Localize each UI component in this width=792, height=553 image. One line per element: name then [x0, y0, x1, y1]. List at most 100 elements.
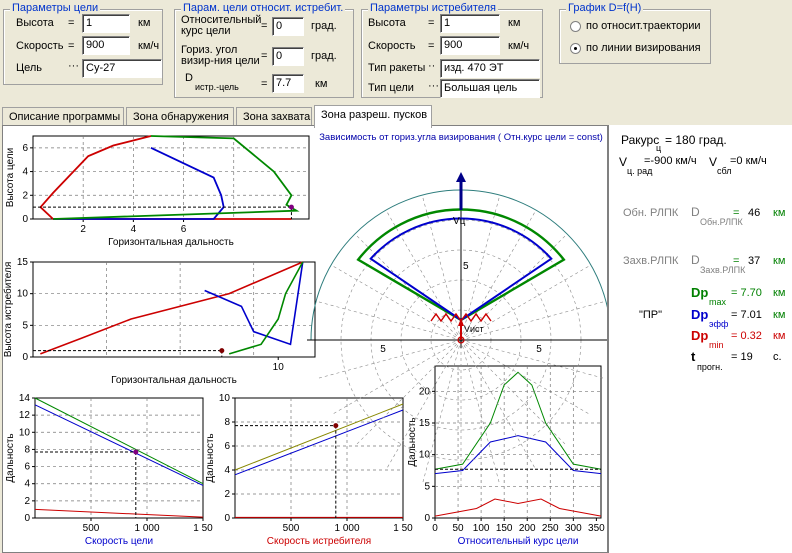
polar-radial-30 — [460, 264, 592, 341]
tab-capture-zone[interactable]: Зона захвата — [236, 107, 312, 127]
target-speed-unit: км/ч — [138, 40, 160, 52]
dist-unit: км — [315, 78, 328, 90]
y-tick-label-4: 20 — [419, 386, 431, 397]
dist-input[interactable]: 7.7 — [272, 74, 304, 93]
tab-launch-zone[interactable]: Зона разреш. пусков — [314, 105, 432, 128]
target-select-input[interactable]: Су-27 — [82, 59, 162, 78]
series-line-2 — [228, 261, 304, 355]
y-tick-label-3: 6 — [24, 462, 30, 473]
rakurs-value: = 180 град. — [665, 133, 727, 147]
v-closing-sub: сбл — [717, 166, 732, 176]
t-unit: с. — [773, 351, 782, 363]
y-axis-label: Высота истребителя — [3, 262, 14, 358]
y-axis-label: Дальность — [407, 417, 418, 466]
plot-frame — [32, 261, 316, 358]
zahv-sub: Захв.РЛПК — [700, 265, 746, 275]
y-tick-label-2: 4 — [22, 167, 28, 178]
polar-origin — [457, 336, 465, 344]
target-params-title: Параметры цели — [10, 2, 101, 14]
relative-params-title: Парам. цели относит. истребит. — [181, 2, 346, 14]
x-tick-label-1: 4 — [131, 224, 137, 235]
chart-fighter-altitude: 10 0 5 10 15 Горизонтальная дальность Высота и… — [3, 257, 316, 386]
polar-radial-255 — [421, 339, 462, 485]
dpeff-label: Dp — [691, 307, 709, 322]
y-tick-label-0: 0 — [224, 513, 230, 524]
graph-mode-group: График D=f(H) по относит.траектории по л… — [559, 2, 711, 64]
y-tick-label-3: 6 — [224, 441, 230, 452]
series-line-1 — [34, 404, 204, 486]
course-input[interactable]: 0 — [272, 17, 304, 36]
dpmax-value: = 7.70 — [731, 287, 762, 299]
fighter-speed-input[interactable]: 900 — [440, 36, 500, 55]
angle-label-1: Гориз. угол — [181, 44, 238, 56]
y-tick-label-1: 5 — [424, 481, 430, 492]
series-line-0 — [434, 371, 602, 470]
chart-polar: Зависимость от гориз.угла визирования ( … — [307, 132, 607, 490]
x-axis-label: Горизонтальная дальность — [111, 375, 237, 386]
x-tick-label-1: 50 — [452, 523, 464, 534]
chart-target-altitude: 2 4 6 0 2 4 6 Горизонтальная дальность Высота це… — [5, 135, 310, 248]
y-tick-label-3: 6 — [22, 143, 28, 154]
chart-fighter-speed: 500 1 000 1 50 0 2 4 6 8 10 Скорость истребителя Д… — [205, 393, 413, 547]
current-point-marker — [133, 449, 139, 455]
target-speed-input[interactable]: 900 — [82, 36, 130, 55]
radio-line-of-sight-label[interactable]: по линии визирования — [586, 42, 701, 54]
dpmin-unit: км — [773, 330, 786, 342]
radio-relative-trajectory[interactable] — [570, 21, 581, 32]
chart-relative-course: 0 50 100 150 200 250 300 350 0 5 10 15 20 Относительн… — [407, 365, 605, 547]
y-tick-label-1: 5 — [22, 320, 28, 331]
y-axis-label: Дальность — [205, 433, 216, 482]
polar-radial-15 — [460, 300, 606, 341]
dpmax-sub: max — [709, 297, 727, 307]
relative-params-group: Парам. цели относит. истребит. Относител… — [174, 2, 354, 98]
target-type-label: Цель — [16, 62, 43, 74]
series-line-2 — [434, 498, 602, 517]
graph-mode-title: График D=f(H) — [566, 2, 644, 14]
obn-value: 46 — [748, 207, 761, 219]
v-target-sub: ц. рад — [627, 166, 653, 176]
dpmin-sub: min — [709, 340, 724, 350]
y-tick-label-2: 10 — [419, 450, 431, 461]
x-tick-label-7: 350 — [588, 523, 605, 534]
plot-area: 2 4 6 0 2 4 6 Горизонтальная дальность Высота це… — [2, 125, 608, 553]
dpmin-value: = 0.32 — [731, 330, 762, 342]
tab-detection-zone[interactable]: Зона обнаружения — [126, 107, 234, 127]
missile-type-input[interactable]: изд. 470 ЭТ — [440, 59, 540, 78]
fighter-speed-unit: км/ч — [508, 40, 530, 52]
radio-line-of-sight[interactable] — [570, 43, 581, 54]
polar-radial-285 — [460, 339, 501, 485]
fighter-altitude-input[interactable]: 1 — [440, 14, 500, 33]
angle-input[interactable]: 0 — [272, 47, 304, 66]
fighter-altitude-label: Высота — [368, 17, 406, 29]
fighter-target-type-input[interactable]: Большая цель — [440, 79, 540, 98]
y-tick-label-2: 4 — [24, 479, 30, 490]
x-tick-label-3: 150 — [496, 523, 513, 534]
obn-label: Обн. РЛПК — [623, 207, 679, 219]
x-tick-label-2: 1 50 — [393, 523, 413, 534]
vi-label: Vист — [464, 324, 484, 334]
dpeff-sub: эфф — [709, 319, 729, 329]
zahv-value: 37 — [748, 255, 761, 267]
polar-radial-135 — [354, 233, 462, 341]
series-line-1 — [434, 435, 602, 475]
plot-frame — [434, 365, 602, 519]
polar-title: Зависимость от гориз.угла визирования ( … — [319, 132, 603, 143]
x-tick-label-2: 100 — [473, 523, 490, 534]
x-tick-label-0: 500 — [283, 523, 300, 534]
y-tick-label-1: 2 — [22, 190, 28, 201]
dpmax-unit: км — [773, 287, 786, 299]
series-line-1 — [234, 409, 404, 476]
radio-relative-trajectory-label[interactable]: по относит.траектории — [586, 20, 701, 32]
x-tick-label-2: 1 50 — [193, 523, 213, 534]
tab-program-description[interactable]: Описание программы — [2, 107, 124, 127]
results-panel: Ракурс ц = 180 град. V ц. рад =-900 км/ч… — [608, 125, 792, 553]
target-altitude-input[interactable]: 1 — [82, 14, 130, 33]
x-axis-label: Горизонтальная дальность — [108, 237, 234, 248]
x-tick-label-6: 300 — [565, 523, 582, 534]
v-target-label: V — [619, 155, 628, 169]
y-tick-label-1: 2 — [224, 489, 230, 500]
target-altitude-label: Высота — [16, 17, 54, 29]
dpmax-label: Dp — [691, 285, 709, 300]
missile-type-label: Тип ракеты — [368, 62, 426, 74]
obn-eq: = — [733, 207, 740, 219]
